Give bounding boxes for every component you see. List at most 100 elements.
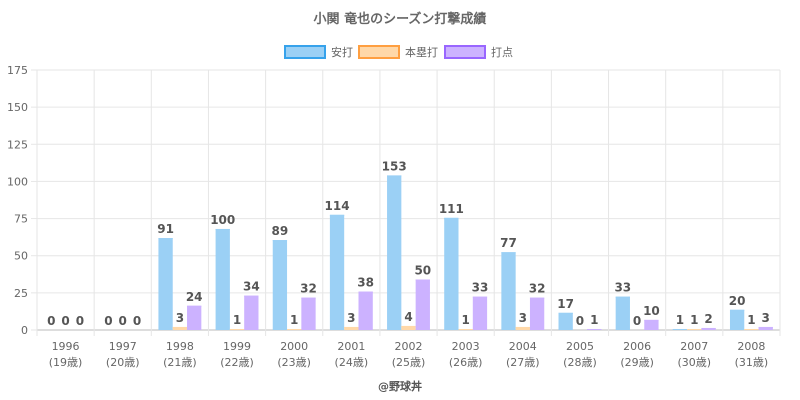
bar[interactable] [729, 309, 745, 330]
data-label: 0 [76, 314, 84, 328]
x-tick-label: 2001 [337, 340, 365, 353]
data-label: 1 [590, 313, 598, 327]
data-labels: 0 0 0 0 0 09132410013489132114338153450111133… [47, 159, 770, 328]
bar[interactable] [158, 238, 173, 330]
data-label: 153 [382, 159, 407, 173]
data-label: 0 [61, 314, 69, 328]
data-label: 34 [243, 280, 260, 294]
data-label: 10 [643, 304, 660, 318]
x-tick-label: 2000 [280, 340, 308, 353]
data-label: 1 [690, 313, 698, 327]
bar[interactable] [301, 297, 316, 330]
data-label: 3 [762, 311, 770, 325]
bar[interactable] [515, 326, 530, 330]
x-tick-age: (31歳) [735, 356, 769, 369]
bar[interactable] [701, 327, 716, 330]
legend-item[interactable]: 打点 [444, 45, 513, 59]
x-tick-label: 2006 [623, 340, 651, 353]
y-tick-label: 75 [14, 213, 28, 226]
legend-swatch [358, 45, 400, 59]
bar[interactable] [444, 217, 459, 330]
x-tick-age: (25歳) [392, 356, 426, 369]
bar[interactable] [187, 305, 202, 330]
x-tick-age: (28歳) [563, 356, 597, 369]
data-label: 91 [157, 222, 174, 236]
data-label: 20 [729, 294, 746, 308]
bar[interactable] [758, 326, 773, 330]
x-tick-label: 2003 [452, 340, 480, 353]
legend-item[interactable]: 本塁打 [358, 45, 438, 59]
data-label: 3 [519, 311, 527, 325]
x-tick-label: 2008 [737, 340, 765, 353]
data-label: 4 [404, 310, 412, 324]
chart-title: 小関 竜也のシーズン打撃成績 [314, 11, 487, 27]
bar[interactable] [329, 214, 345, 330]
x-tick-age: (22歳) [220, 356, 254, 369]
legend: 安打 本塁打 打点 [284, 45, 513, 59]
bar[interactable] [529, 297, 545, 330]
data-label: 0 [104, 314, 112, 328]
data-label: 1 [747, 313, 755, 327]
bar[interactable] [344, 326, 359, 330]
legend-swatch [444, 45, 486, 59]
data-label: 111 [439, 202, 464, 216]
bar[interactable] [472, 296, 488, 330]
x-tick-age: (29歳) [620, 356, 654, 369]
x-tick-age: (26歳) [449, 356, 483, 369]
data-label: 32 [300, 282, 317, 296]
x-tick-label: 1996 [52, 340, 80, 353]
bars [158, 175, 773, 330]
data-label: 3 [176, 311, 184, 325]
grid [36, 69, 781, 336]
data-label: 32 [529, 282, 546, 296]
x-tick-label: 2002 [395, 340, 423, 353]
data-label: 89 [272, 224, 289, 238]
data-label: 50 [414, 263, 431, 277]
x-axis: 1996 (19歳) 1997 (20歳) 1998 (21歳) 1999 (22歳) 2000… [49, 340, 768, 369]
data-label: 24 [186, 290, 203, 304]
data-label: 114 [325, 199, 350, 213]
data-label: 77 [500, 236, 517, 250]
bar[interactable] [415, 279, 430, 330]
legend-label: 本塁打 [405, 45, 438, 59]
bar[interactable] [215, 228, 230, 330]
legend-item[interactable]: 安打 [284, 45, 353, 59]
data-label: 33 [472, 281, 489, 295]
y-tick-label: 50 [14, 250, 28, 263]
x-tick-age: (30歳) [677, 356, 711, 369]
bar[interactable] [401, 325, 416, 330]
x-tick-age: (23歳) [277, 356, 311, 369]
data-label: 38 [357, 276, 374, 290]
x-tick-label: 2004 [509, 340, 537, 353]
data-label: 1 [676, 313, 684, 327]
bar[interactable] [558, 312, 573, 330]
x-tick-label: 2005 [566, 340, 594, 353]
y-tick-label: 25 [14, 287, 28, 300]
bar[interactable] [615, 296, 630, 330]
bar[interactable] [244, 295, 259, 330]
y-tick-label: 150 [7, 101, 28, 114]
y-tick-label: 0 [21, 324, 28, 337]
x-tick-label: 1999 [223, 340, 251, 353]
x-tick-age: (19歳) [49, 356, 83, 369]
x-tick-label: 1998 [166, 340, 194, 353]
bar[interactable] [644, 319, 659, 330]
x-tick-age: (27歳) [506, 356, 540, 369]
data-label: 100 [210, 213, 235, 227]
bar[interactable] [172, 326, 188, 330]
x-tick-label: 2007 [680, 340, 708, 353]
y-tick-label: 175 [7, 64, 28, 77]
y-tick-label: 100 [7, 175, 28, 188]
data-label: 3 [347, 311, 355, 325]
legend-label: 打点 [491, 45, 513, 59]
x-tick-age: (20歳) [106, 356, 140, 369]
bar[interactable] [387, 175, 402, 330]
bar[interactable] [272, 240, 288, 330]
data-label: 0 [119, 314, 127, 328]
bar[interactable] [358, 291, 373, 330]
x-tick-age: (21歳) [163, 356, 197, 369]
y-axis: 0 25 50 75 100 125 150 175 [7, 64, 38, 337]
data-label: 1 [233, 313, 241, 327]
bar[interactable] [501, 252, 516, 330]
data-label: 0 [576, 314, 584, 328]
